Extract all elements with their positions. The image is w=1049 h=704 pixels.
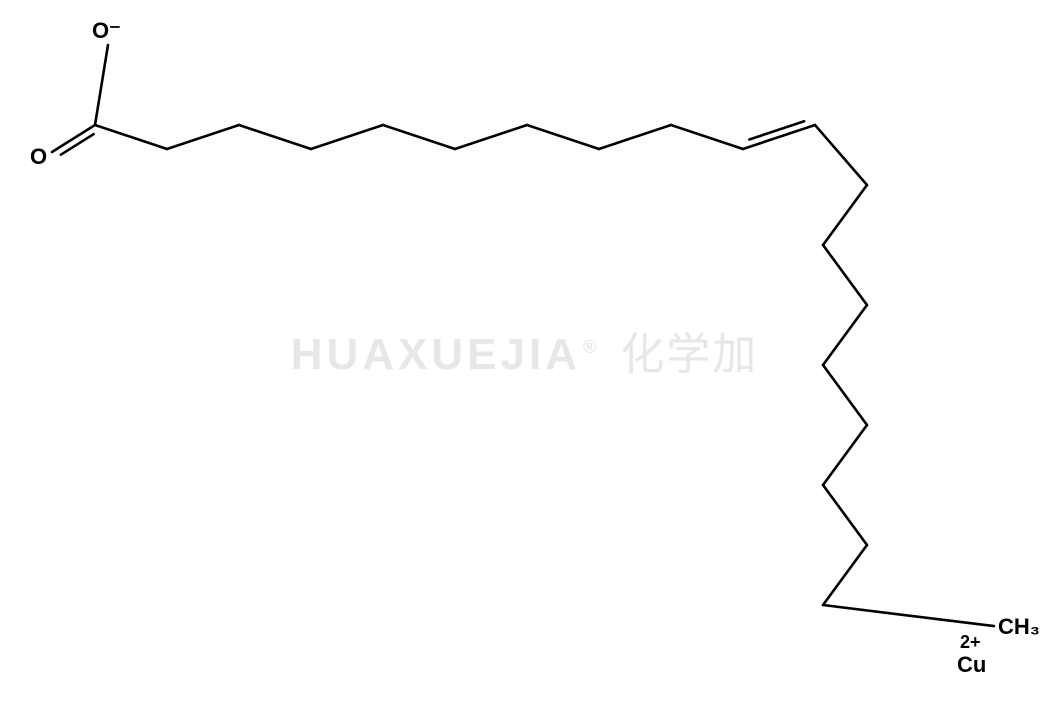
label-cu: Cu [957,652,986,678]
label-charge: 2+ [960,632,981,653]
label-ch3: CH₃ [998,614,1040,640]
label-o-double: O [30,144,47,170]
label-o-minus: O⁻ [92,18,121,44]
molecule-diagram [0,0,1049,704]
